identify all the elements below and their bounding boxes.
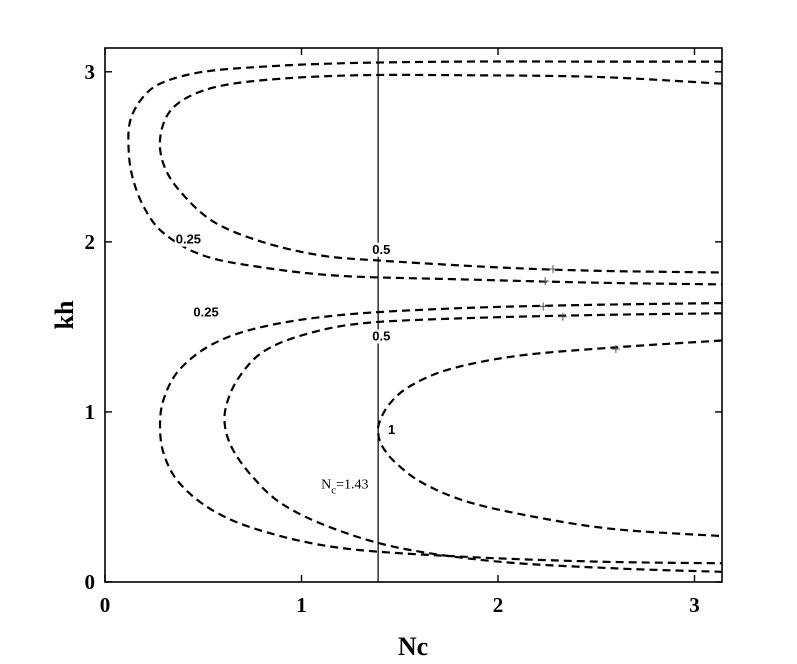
contour-label: 0.25 (193, 305, 218, 320)
x-tick-label: 2 (493, 593, 504, 617)
y-tick-label: 3 (85, 60, 96, 84)
cross-markers (539, 265, 620, 354)
contour-label-backdrop (371, 242, 398, 257)
x-tick-label: 0 (100, 593, 111, 617)
contour-label: 0.5 (372, 329, 390, 344)
contour-line-3 (158, 302, 723, 565)
contour-line-1 (127, 60, 723, 286)
y-tick-label: 1 (85, 400, 96, 424)
cross-marker (539, 302, 548, 311)
contour-label-backdrop (386, 423, 397, 438)
contour-label: 0.5 (372, 242, 390, 257)
cross-marker (558, 312, 567, 321)
contour-label-backdrop (174, 232, 209, 247)
y-tick-label: 2 (85, 230, 96, 254)
ticks: 0 1 2 3 0 1 2 3 (85, 48, 722, 617)
cross-marker (611, 345, 620, 354)
contour-lines (127, 60, 723, 573)
contour-label: 0.25 (176, 232, 201, 247)
y-axis-label: kh (50, 300, 79, 329)
x-tick-label: 1 (296, 593, 307, 617)
plot-frame (104, 47, 723, 583)
contour-label-backdrop (192, 305, 227, 320)
cross-marker (541, 276, 550, 285)
contour-line-4 (223, 312, 723, 573)
y-tick-label: 0 (85, 570, 96, 594)
x-axis-label: Nc (398, 632, 428, 661)
vertical-line-group: Nc=1.43 (321, 48, 379, 582)
contour-line-2 (158, 73, 723, 274)
x-tick-label: 3 (689, 593, 700, 617)
contour-label-backdrop (371, 329, 398, 344)
contour-label: 1 (388, 422, 395, 437)
contour-labels: 0.25 0.5 0.25 0.5 1 (174, 232, 398, 438)
critical-value-annotation: Nc=1.43 (321, 477, 368, 496)
contour-line-5 (376, 339, 723, 538)
axes (104, 47, 723, 583)
cross-marker (549, 265, 558, 274)
